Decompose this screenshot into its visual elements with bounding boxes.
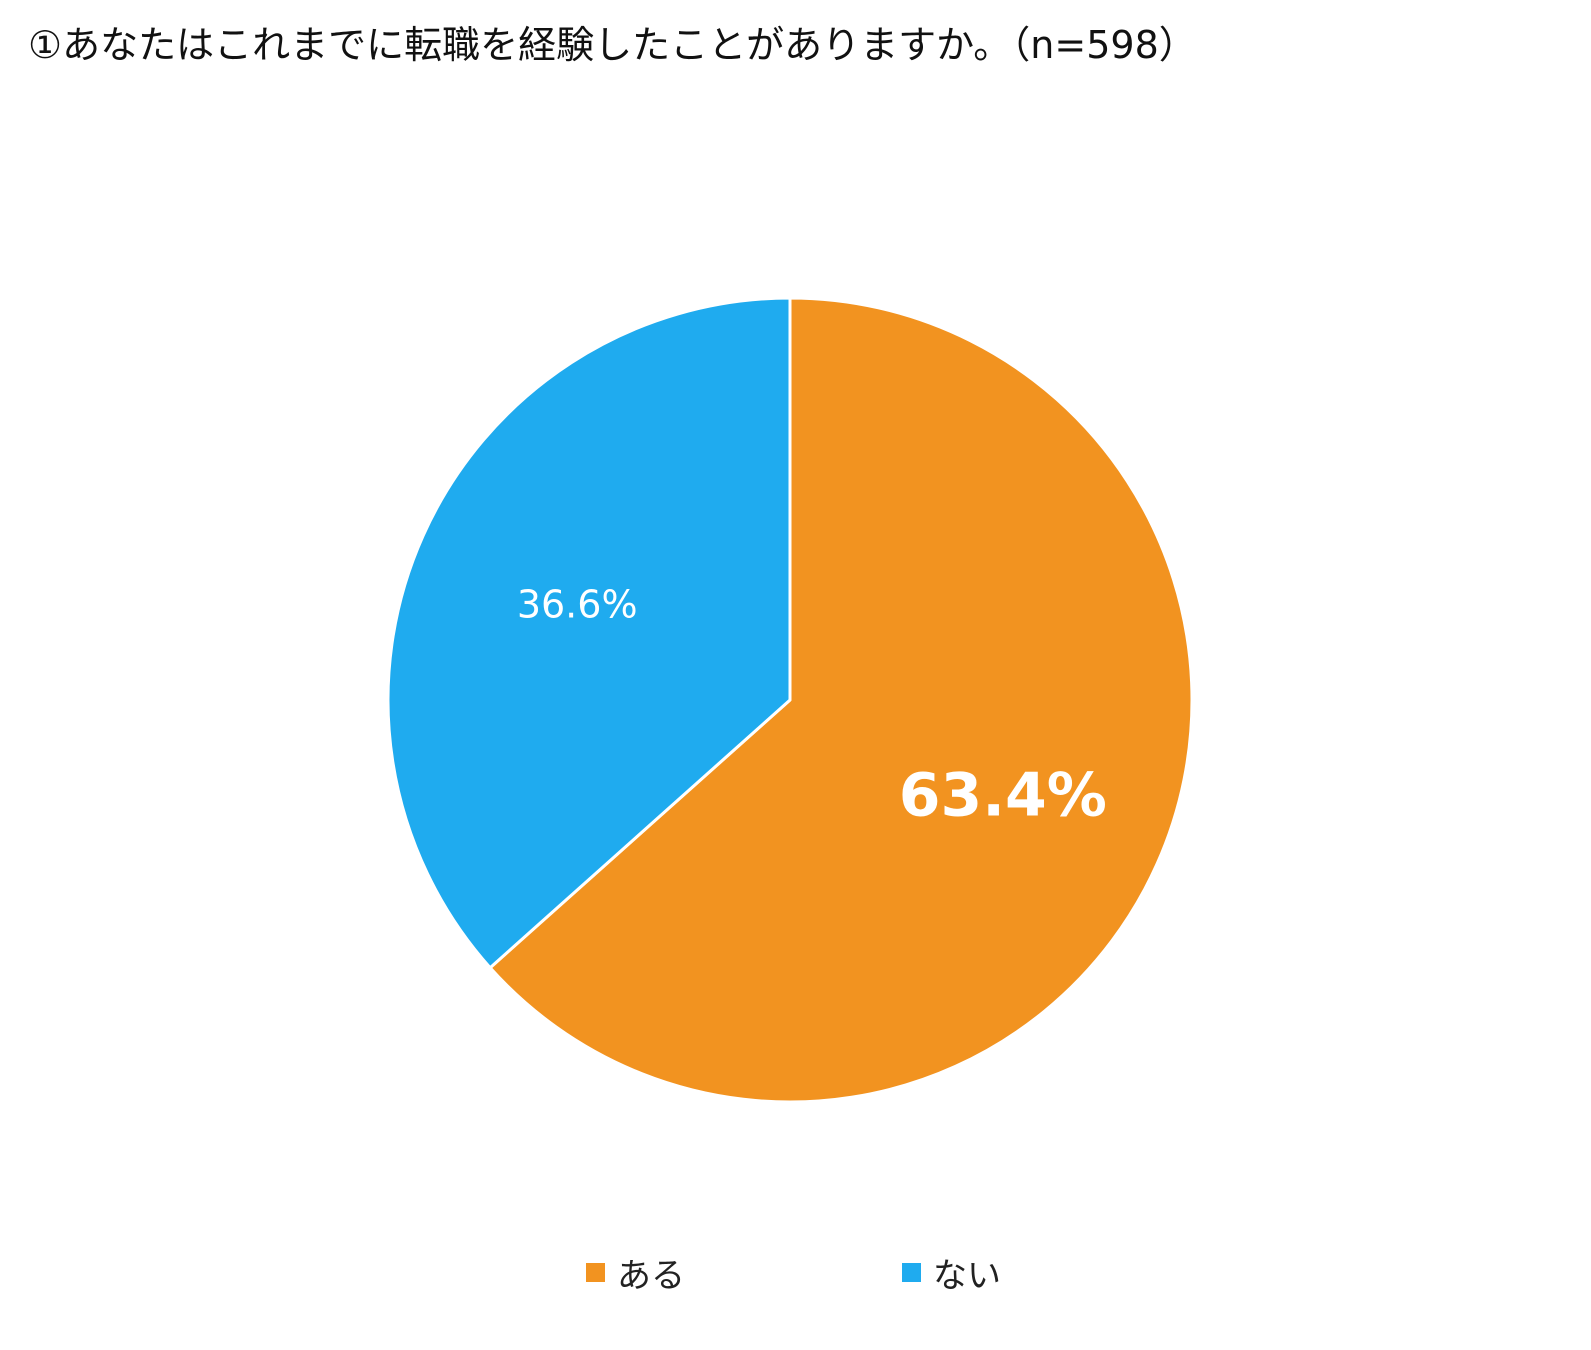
legend-swatch-nai xyxy=(902,1263,921,1282)
legend-swatch-aru xyxy=(586,1263,605,1282)
legend-label-nai: ない xyxy=(933,1256,1001,1296)
legend-item-aru: ある xyxy=(586,1248,685,1297)
legend-label-aru: ある xyxy=(617,1256,685,1296)
chart-title: ①あなたはこれまでに転職を経験したことがありますか。（n=598） xyxy=(28,23,1197,67)
pie-data-label-1: 36.6% xyxy=(517,583,638,627)
pie-data-label-0: 63.4% xyxy=(899,760,1107,830)
pie-slice-0 xyxy=(488,296,1194,1104)
pie-slice-1 xyxy=(386,296,792,970)
legend-item-nai: ない xyxy=(902,1248,1001,1297)
